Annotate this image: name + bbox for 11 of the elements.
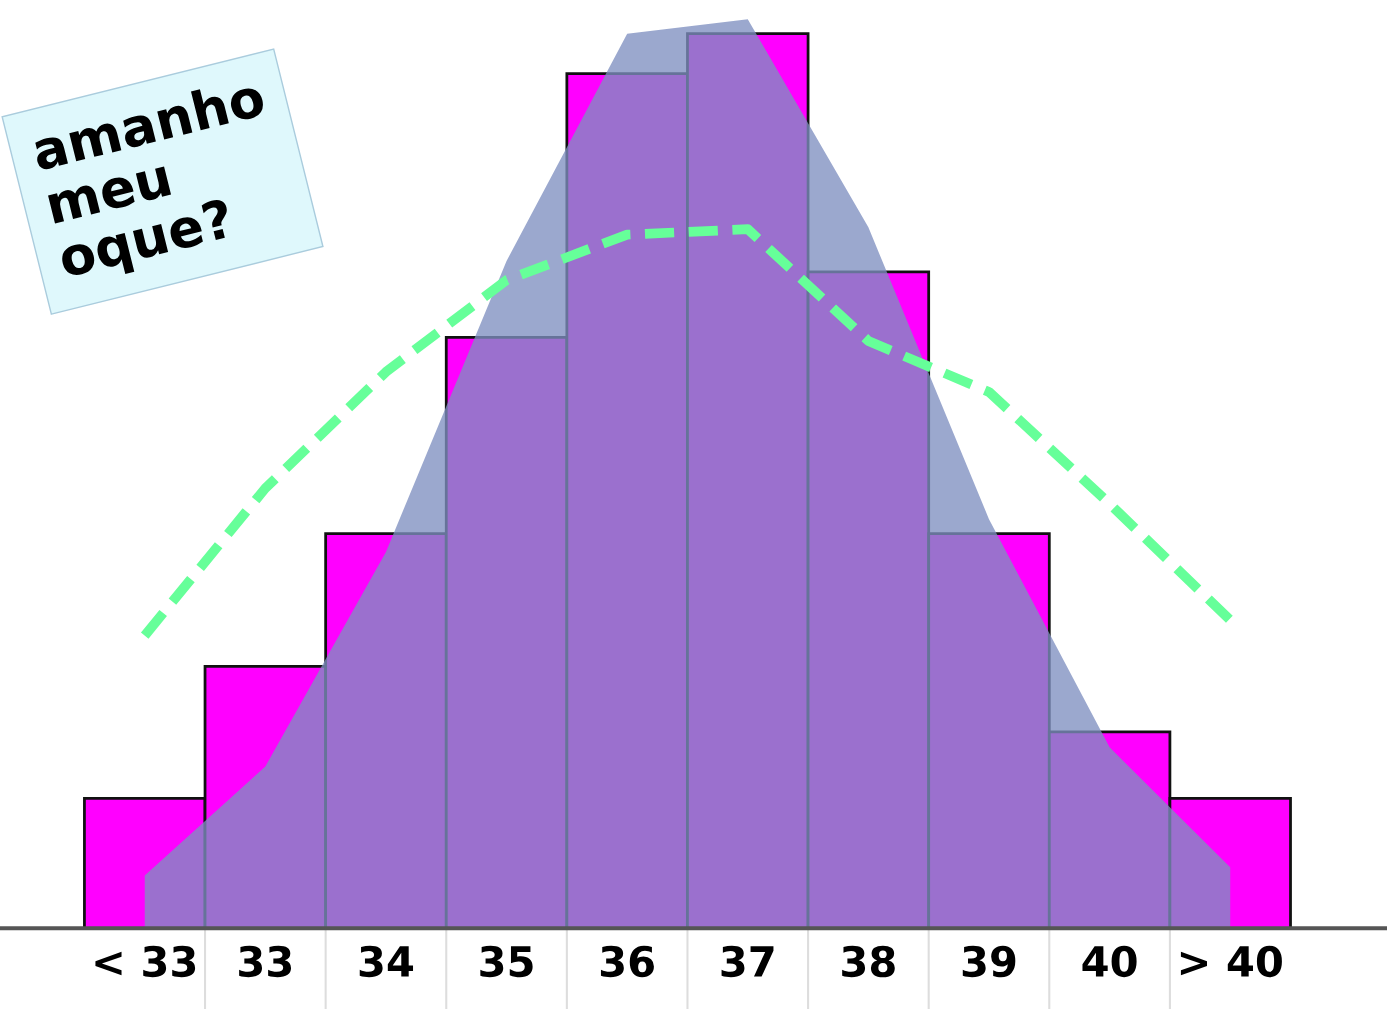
- x-tick-label: 39: [962, 945, 1016, 978]
- x-tick-label: < 33: [95, 945, 196, 978]
- x-tick-label: 40: [1082, 945, 1137, 978]
- x-tick-label: > 40: [1180, 945, 1282, 978]
- x-tick-label: 34: [359, 945, 414, 978]
- annotation: amanho meu oque?: [29, 75, 266, 289]
- x-tick-label: 35: [480, 945, 533, 978]
- x-tick-label: 37: [721, 945, 774, 978]
- x-tick-label: 36: [600, 945, 654, 978]
- x-tick-label: 33: [239, 945, 292, 978]
- x-tick-label: 38: [842, 945, 895, 978]
